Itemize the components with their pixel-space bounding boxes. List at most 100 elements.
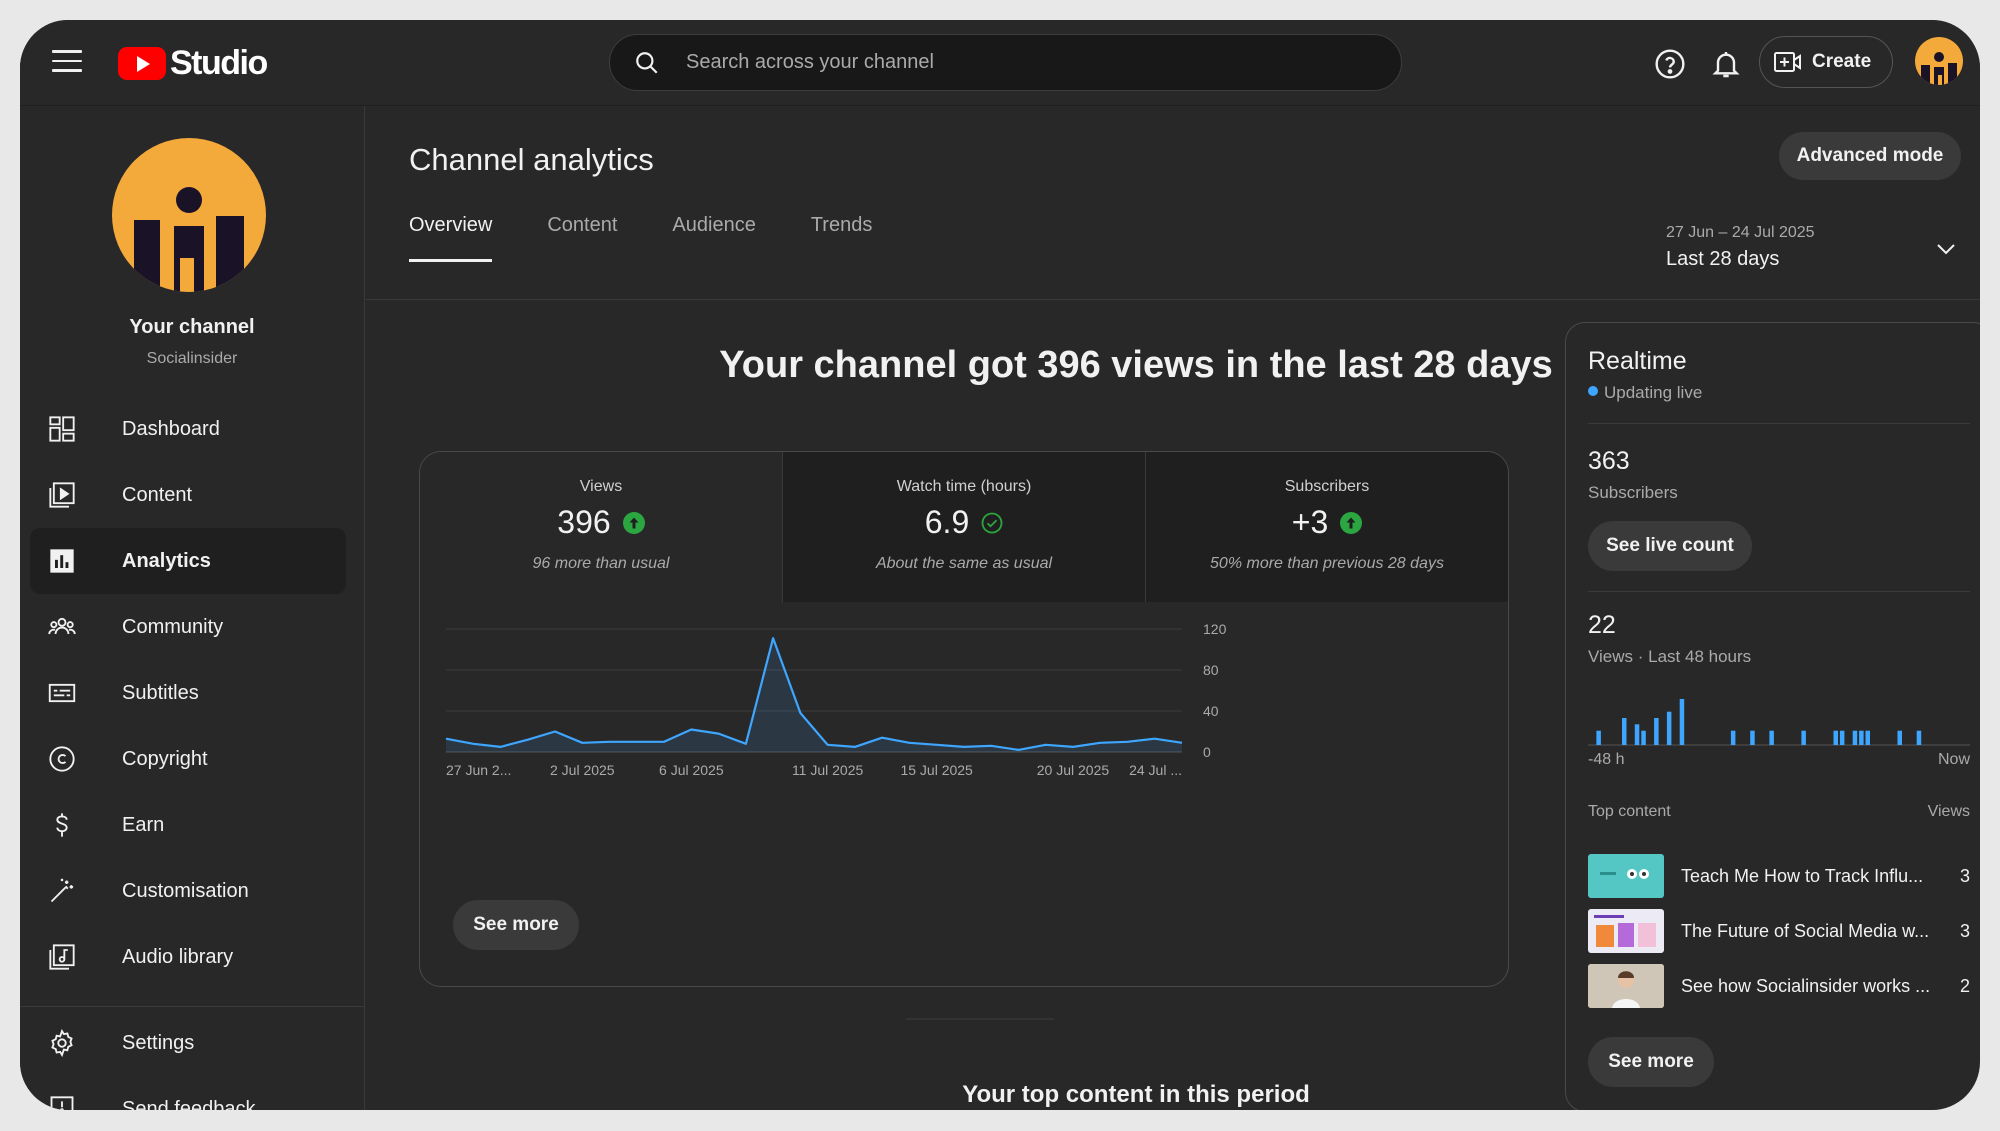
x-tick-label: 11 Jul 2025 — [792, 762, 864, 778]
see-more-button[interactable]: See more — [453, 900, 579, 950]
x-tick-label: 20 Jul 2025 — [1037, 762, 1110, 778]
x-tick-label: 15 Jul 2025 — [900, 762, 973, 778]
realtime-bar[interactable] — [1852, 730, 1858, 745]
realtime-bar[interactable] — [1596, 730, 1601, 745]
sidebar-item-community[interactable]: Community — [30, 594, 346, 660]
realtime-bar[interactable] — [1750, 730, 1755, 745]
realtime-views-chart — [1588, 699, 1970, 746]
studio-window: Studio Create Your channel Socialinsider… — [20, 20, 1980, 1110]
content-icon — [49, 482, 75, 508]
tab-trends[interactable]: Trends — [810, 214, 873, 236]
metric-value-row: +3 — [1146, 504, 1508, 541]
channel-handle: Socialinsider — [146, 350, 238, 367]
realtime-see-more-button[interactable]: See more — [1588, 1037, 1714, 1087]
realtime-bar[interactable] — [1769, 730, 1774, 745]
sidebar-item-audio-library[interactable]: Audio library — [30, 924, 346, 990]
customisation-icon — [50, 878, 74, 903]
metric-subscribers[interactable]: Subscribers +3 50% more than previous 28… — [1145, 452, 1508, 602]
realtime-bar[interactable] — [1839, 730, 1845, 745]
realtime-divider — [1588, 423, 1970, 424]
metric-value: 6.9 — [924, 504, 970, 540]
metric-value-row: 6.9 — [783, 504, 1145, 541]
realtime-bar[interactable] — [1897, 730, 1903, 745]
top-content-item[interactable]: Teach Me How to Track Influ... 3 — [1588, 853, 1970, 899]
bell-icon[interactable] — [1710, 48, 1742, 80]
earn-icon — [56, 813, 68, 837]
search-bar[interactable] — [609, 34, 1402, 91]
realtime-bar[interactable] — [1833, 730, 1839, 745]
channel-avatar[interactable] — [112, 138, 266, 292]
sidebar-divider — [20, 1006, 365, 1007]
metric-label: Watch time (hours) — [896, 478, 1032, 495]
sidebar-bottom-nav: Settings Send feedback — [30, 1010, 346, 1110]
sidebar-item-label: Subtitles — [122, 681, 199, 704]
help-circle-icon[interactable] — [1654, 48, 1686, 80]
advanced-mode-button[interactable]: Advanced mode — [1779, 132, 1961, 180]
x-tick-label: 6 Jul 2025 — [659, 762, 724, 778]
date-range-selector[interactable]: 27 Jun – 24 Jul 2025 Last 28 days — [1666, 224, 1976, 284]
realtime-views-value: 22 — [1588, 611, 1616, 639]
studio-logo[interactable]: Studio — [118, 40, 268, 86]
sidebar-item-settings[interactable]: Settings — [30, 1010, 346, 1076]
feedback-icon — [50, 1096, 74, 1110]
realtime-divider — [1588, 591, 1970, 592]
realtime-bar[interactable] — [1865, 730, 1871, 745]
metric-value: 396 — [557, 504, 611, 540]
realtime-bar[interactable] — [1730, 730, 1736, 745]
sidebar-nav: Dashboard Content Analytics Community Su… — [30, 396, 346, 990]
tab-overview[interactable]: Overview — [409, 214, 493, 262]
create-button[interactable]: Create — [1759, 36, 1893, 88]
analytics-icon — [50, 549, 74, 573]
subtitles-icon — [48, 683, 76, 703]
metric-label: Views — [579, 478, 623, 495]
video-title: See how Socialinsider works ... — [1681, 975, 1931, 996]
realtime-bar[interactable] — [1916, 730, 1922, 745]
metric-value: +3 — [1291, 504, 1329, 540]
sidebar-item-analytics[interactable]: Analytics — [30, 528, 346, 594]
realtime-bar[interactable] — [1859, 730, 1864, 745]
sidebar-item-send-feedback[interactable]: Send feedback — [30, 1076, 346, 1110]
metric-views[interactable]: Views 396 96 more than usual — [420, 452, 782, 602]
search-input[interactable] — [686, 35, 1336, 90]
account-avatar[interactable] — [1915, 37, 1963, 85]
metric-note: 96 more than usual — [532, 555, 670, 572]
sidebar-item-customisation[interactable]: Customisation — [30, 858, 346, 924]
tab-content[interactable]: Content — [547, 214, 618, 236]
metric-watch-time[interactable]: Watch time (hours) 6.9 About the same as… — [782, 452, 1145, 602]
channel-name[interactable]: Your channel — [129, 316, 255, 338]
date-range-label: Last 28 days — [1666, 248, 1780, 270]
sidebar-item-label: Earn — [122, 813, 165, 836]
sidebar-item-content[interactable]: Content — [30, 462, 346, 528]
see-live-count-button[interactable]: See live count — [1588, 521, 1752, 571]
top-content-item[interactable]: See how Socialinsider works ... 2 — [1588, 963, 1970, 1009]
views-area — [446, 638, 1182, 752]
metric-note: About the same as usual — [875, 555, 1053, 572]
audio-library-icon — [49, 944, 75, 970]
realtime-subscribers-label: Subscribers — [1588, 483, 1678, 502]
video-views: 3 — [1959, 920, 1970, 941]
sidebar-item-dashboard[interactable]: Dashboard — [30, 396, 346, 462]
sidebar-item-subtitles[interactable]: Subtitles — [30, 660, 346, 726]
top-content-item[interactable]: The Future of Social Media w... 3 — [1588, 908, 1970, 954]
realtime-bar[interactable] — [1666, 711, 1672, 745]
realtime-bar[interactable] — [1654, 718, 1659, 745]
realtime-bar[interactable] — [1641, 730, 1646, 745]
realtime-bar[interactable] — [1622, 718, 1627, 745]
realtime-axis-end: Now — [1937, 751, 1970, 768]
create-video-icon — [1774, 52, 1801, 72]
realtime-bar[interactable] — [1634, 724, 1640, 745]
realtime-bar[interactable] — [1801, 730, 1806, 745]
tab-audience[interactable]: Audience — [672, 214, 756, 236]
live-dot-icon — [1588, 386, 1598, 396]
menu-icon[interactable] — [52, 50, 82, 74]
top-content-label: Top content — [1588, 803, 1671, 820]
search-icon[interactable] — [634, 50, 660, 76]
views-series-line — [445, 637, 1183, 751]
sidebar-item-earn[interactable]: Earn — [30, 792, 346, 858]
sidebar-item-label: Audio library — [122, 945, 234, 968]
community-icon — [48, 617, 76, 635]
sidebar-item-copyright[interactable]: Copyright — [30, 726, 346, 792]
sidebar-item-label: Dashboard — [122, 417, 220, 440]
main-content: Channel analytics Advanced mode Overview… — [366, 106, 1980, 1110]
realtime-bar[interactable] — [1679, 699, 1685, 745]
